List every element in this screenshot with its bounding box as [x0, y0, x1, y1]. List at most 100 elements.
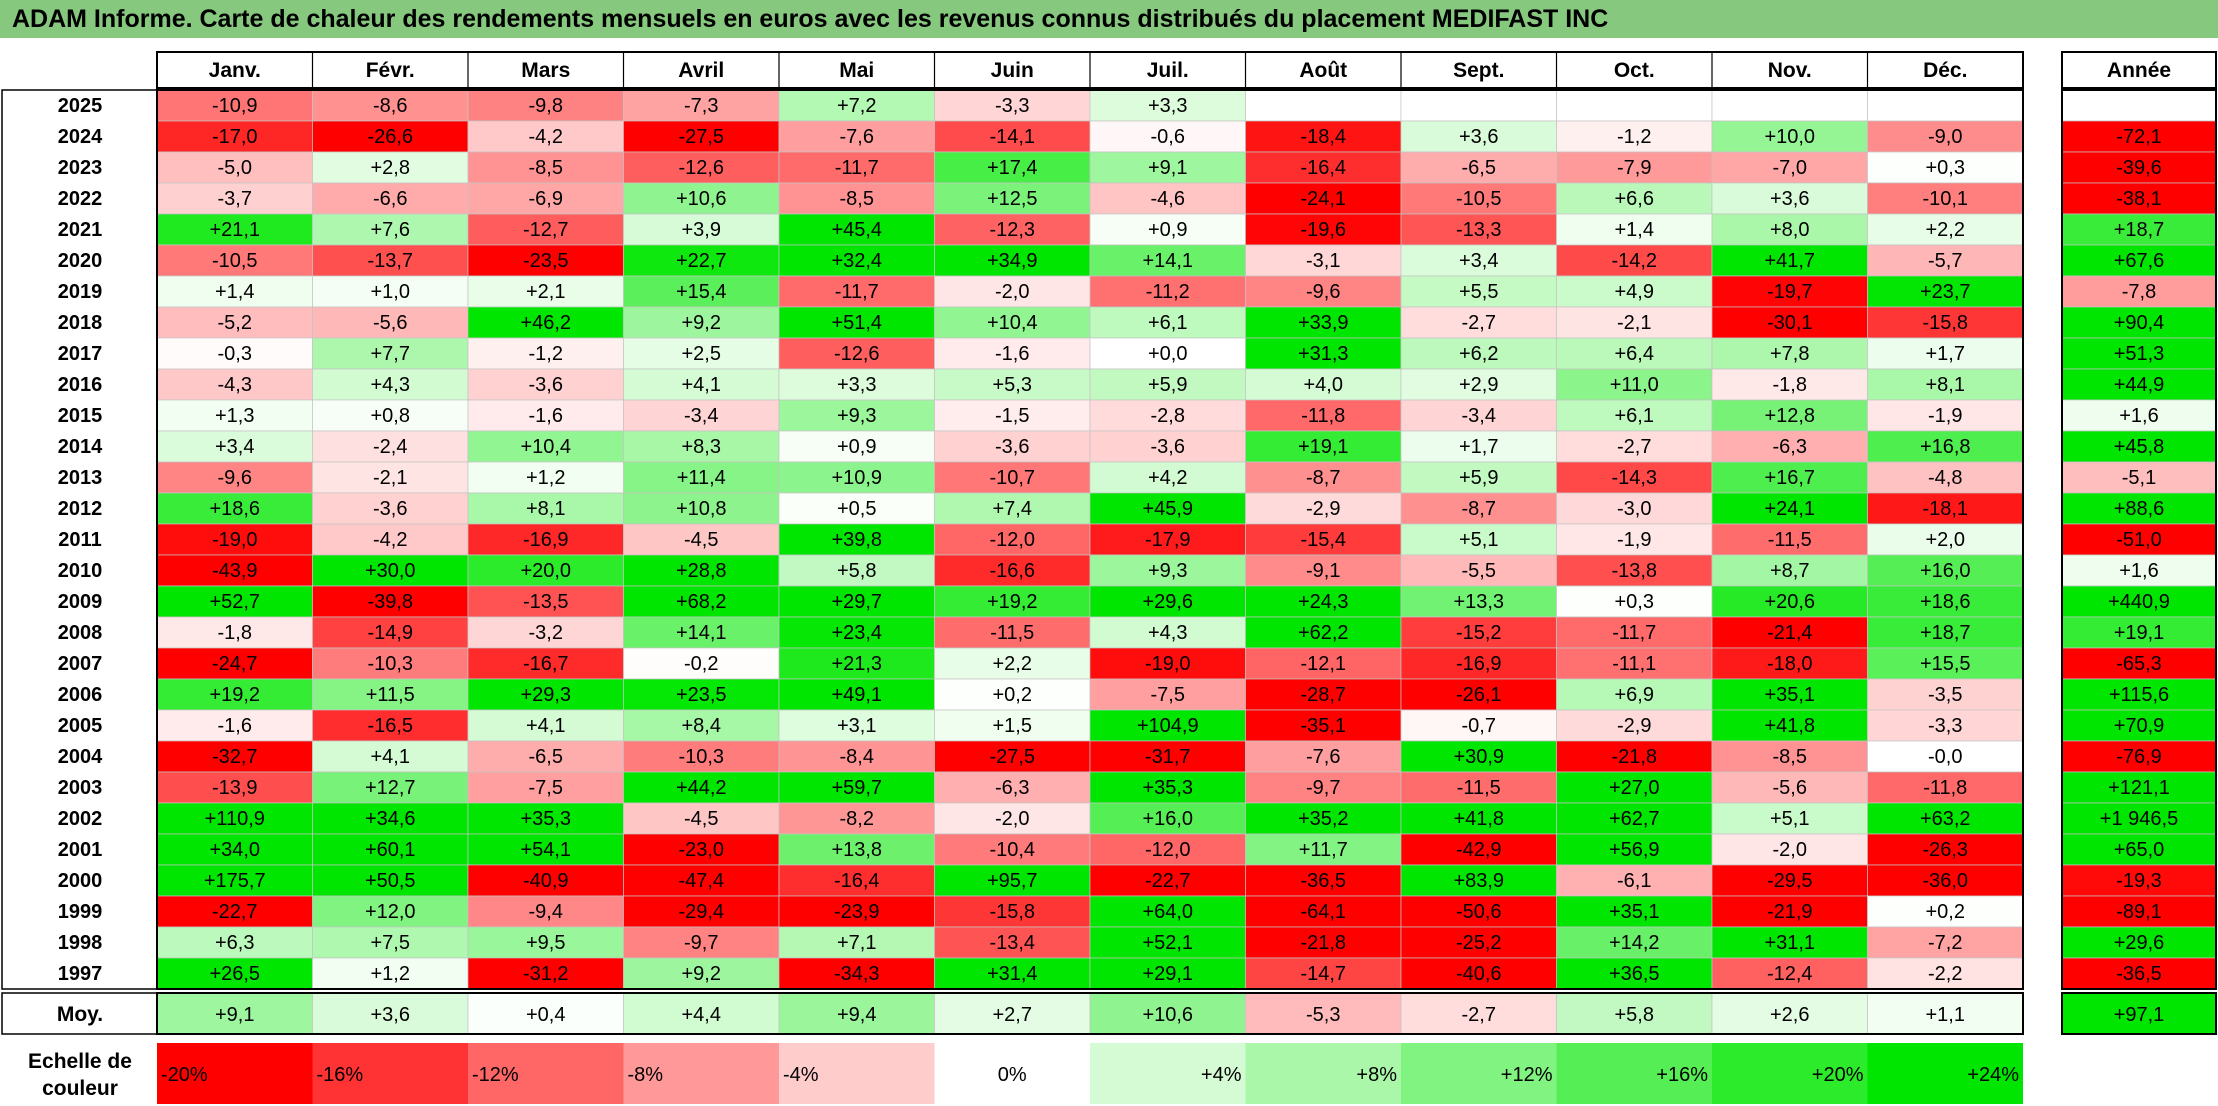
average-value: +5,8	[1615, 1004, 1654, 1026]
heatmap-cell	[156, 585, 313, 618]
cell-value: +33,9	[1298, 312, 1349, 334]
cell-value: +11,4	[677, 467, 726, 489]
year-total-cell	[2061, 554, 2217, 587]
month-header-7: Juil.	[1147, 59, 1189, 82]
cell-value: +34,9	[987, 250, 1038, 272]
heatmap-cell	[1711, 647, 1868, 680]
color-scale-label: Echelle de	[28, 1050, 132, 1073]
year-total-cell	[2061, 957, 2217, 990]
cell-value: +6,3	[215, 932, 254, 954]
cell-value: -18,0	[1767, 653, 1813, 675]
heatmap-cell	[778, 523, 935, 556]
cell-value: -10,5	[212, 250, 258, 272]
heatmap-cell	[1245, 337, 1402, 370]
cell-value: -19,0	[1145, 653, 1191, 675]
cell-value: -15,4	[1300, 529, 1346, 551]
color-scale-stop: +24%	[1967, 1064, 2019, 1086]
cell-value: -15,2	[1456, 622, 1502, 644]
heatmap-cell	[312, 554, 469, 587]
cell-value: +34,6	[365, 808, 416, 830]
row-label-1999: 1999	[58, 901, 103, 923]
heatmap-cell	[1089, 833, 1246, 866]
color-scale-swatch	[1712, 1043, 1868, 1104]
cell-value: -9,0	[1928, 126, 1962, 148]
cell-value: +2,1	[526, 281, 565, 303]
cell-value: +5,1	[1459, 529, 1498, 551]
heatmap-cell	[1556, 926, 1713, 959]
cell-value: +68,2	[676, 591, 727, 613]
cell-value: +7,4	[993, 498, 1032, 520]
heatmap-cell	[1711, 554, 1868, 587]
heatmap-cell	[623, 678, 780, 711]
year-total-value: -36,5	[2116, 963, 2162, 985]
heatmap-cell	[467, 461, 624, 494]
heatmap-cell	[1556, 771, 1713, 804]
cell-value: +8,4	[682, 715, 721, 737]
cell-value: +64,0	[1142, 901, 1193, 923]
cell-value: -17,9	[1145, 529, 1191, 551]
average-year-cell	[2061, 992, 2217, 1035]
heatmap-cell	[623, 957, 780, 990]
year-total-cell	[2061, 523, 2217, 556]
cell-value: +2,9	[1459, 374, 1498, 396]
cell-value: -16,9	[523, 529, 569, 551]
row-label-2000: 2000	[58, 870, 103, 892]
heatmap-cell	[1711, 585, 1868, 618]
year-total-value: -89,1	[2116, 901, 2162, 923]
heatmap-cell	[467, 213, 624, 246]
year-header-cell	[2061, 51, 2217, 89]
year-total-value: +65,0	[2114, 839, 2165, 861]
heatmap-cell	[312, 616, 469, 649]
heatmap-cell	[156, 244, 313, 277]
row-label-2005: 2005	[58, 715, 103, 737]
heatmap-cell	[312, 833, 469, 866]
average-value: -2,7	[1462, 1004, 1496, 1026]
cell-value: -12,7	[523, 219, 569, 241]
heatmap-cell	[934, 368, 1091, 401]
heatmap-cell	[1089, 678, 1246, 711]
year-total-cell	[2061, 585, 2217, 618]
heatmap-cell	[467, 678, 624, 711]
heatmap-cell	[934, 399, 1091, 432]
heatmap-cell	[1400, 368, 1557, 401]
color-scale-stop: -16%	[317, 1064, 364, 1086]
cell-value: -10,9	[212, 95, 258, 117]
row-label-2009: 2009	[58, 591, 103, 613]
heatmap-cell	[1556, 802, 1713, 835]
cell-value: -6,3	[1773, 436, 1807, 458]
heatmap-cell	[1867, 957, 2024, 990]
cell-value: +7,2	[837, 95, 876, 117]
heatmap-cell	[156, 151, 313, 184]
heatmap-cell	[312, 89, 469, 122]
color-scale-swatch	[623, 1043, 779, 1104]
cell-value: -4,5	[684, 808, 718, 830]
color-scale-swatch	[312, 1043, 468, 1104]
month-header-10: Oct.	[1614, 59, 1655, 82]
row-label-2023: 2023	[58, 157, 103, 179]
cell-value: -2,0	[995, 808, 1029, 830]
heatmap-cell	[1400, 306, 1557, 339]
cell-value: +0,9	[1148, 219, 1187, 241]
cell-value: -31,7	[1145, 746, 1191, 768]
cell-value: +6,1	[1148, 312, 1187, 334]
cell-value: -2,9	[1306, 498, 1340, 520]
cell-value: -28,7	[1300, 684, 1346, 706]
cell-value: +35,3	[1142, 777, 1193, 799]
heatmap-cell	[1400, 740, 1557, 773]
heatmap-cell	[312, 430, 469, 463]
cell-value: -5,5	[1462, 560, 1496, 582]
heatmap-cell	[1867, 306, 2024, 339]
cell-value: +5,3	[993, 374, 1032, 396]
heatmap-cell	[1400, 244, 1557, 277]
month-header-8: Août	[1299, 59, 1347, 82]
heatmap-cell	[623, 120, 780, 153]
average-cell	[1245, 992, 1402, 1035]
color-scale-swatch	[1401, 1043, 1557, 1104]
cell-value: +2,8	[371, 157, 410, 179]
heatmap-cell	[934, 709, 1091, 742]
heatmap-cell	[1245, 554, 1402, 587]
cell-value: +12,7	[365, 777, 416, 799]
heatmap-cell	[1245, 957, 1402, 990]
average-frame	[156, 992, 2024, 1035]
